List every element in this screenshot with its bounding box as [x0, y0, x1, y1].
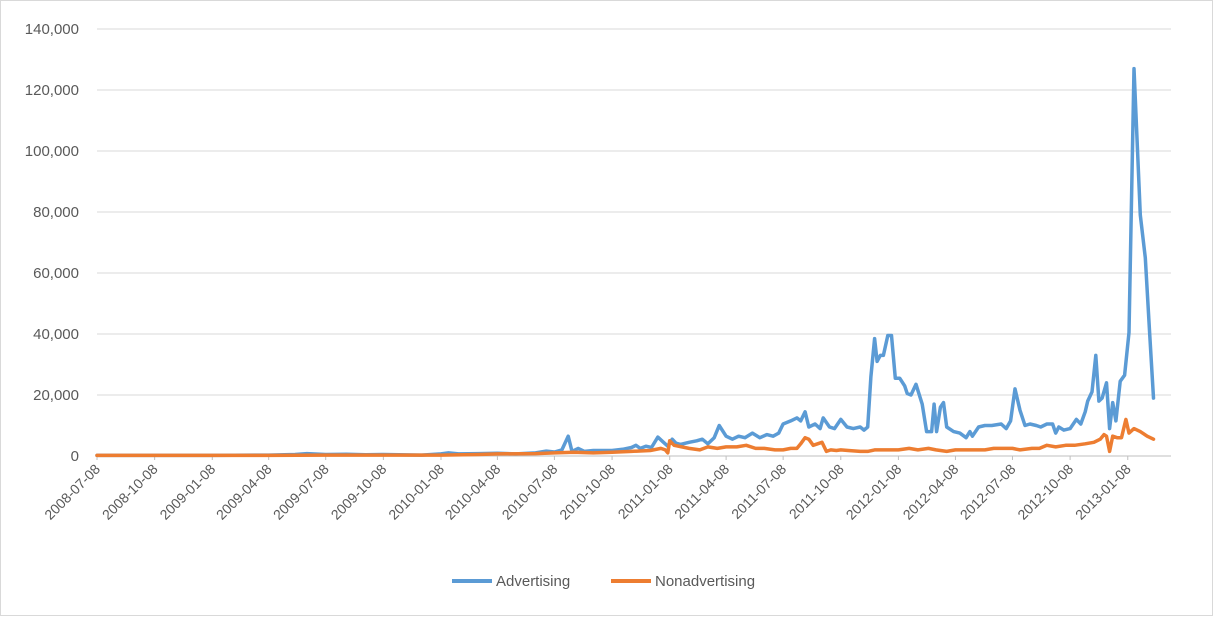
- x-tick-label: 2012-01-08: [843, 461, 905, 523]
- series-line-nonadvertising: [95, 417, 1156, 458]
- x-tick-label: 2008-07-08: [41, 461, 103, 523]
- legend-label-advertising: Advertising: [496, 573, 570, 590]
- x-tick-label: 2010-04-08: [442, 461, 504, 523]
- x-tick-label: 2011-10-08: [786, 461, 847, 522]
- x-tick-label: 2010-10-08: [556, 461, 618, 523]
- legend-label-nonadvertising: Nonadvertising: [655, 573, 755, 590]
- y-tick-label: 20,000: [33, 387, 79, 404]
- x-tick-label: 2012-04-08: [900, 461, 962, 523]
- y-tick-label: 60,000: [33, 265, 79, 282]
- x-tick-label: 2009-01-08: [156, 461, 218, 523]
- y-tick-label: 0: [71, 448, 79, 465]
- x-tick-label: 2013-01-08: [1072, 461, 1134, 523]
- x-tick-label: 2012-07-08: [957, 461, 1019, 523]
- x-tick-label: 2010-07-08: [499, 461, 561, 523]
- x-tick-label: 2009-07-08: [270, 461, 332, 523]
- series-line-advertising: [95, 66, 1156, 458]
- x-tick-label: 2010-01-08: [385, 461, 447, 523]
- x-tick-label: 2011-07-08: [728, 461, 789, 522]
- x-tick-label: 2011-01-08: [615, 461, 676, 522]
- series-lines: [95, 66, 1156, 458]
- gridlines: [97, 28, 1171, 457]
- y-axis: 0 20,000 40,000 60,000 80,000 100,000 120,000 1…: [25, 21, 79, 465]
- y-tick-label: 140,000: [25, 21, 79, 38]
- legend: Advertising Nonadvertising: [452, 573, 755, 590]
- y-tick-label: 120,000: [25, 82, 79, 99]
- y-tick-label: 100,000: [25, 143, 79, 160]
- x-tick-label: 2011-04-08: [671, 461, 732, 522]
- x-tick-label: 2009-04-08: [213, 461, 275, 523]
- x-tick-label: 2009-10-08: [328, 461, 390, 523]
- x-tick-label: 2008-10-08: [99, 461, 161, 523]
- x-axis: 2008-07-082008-10-082009-01-082009-04-08…: [41, 455, 1171, 523]
- y-tick-label: 40,000: [33, 326, 79, 343]
- x-tick-label: 2012-10-08: [1014, 461, 1076, 523]
- y-tick-label: 80,000: [33, 204, 79, 221]
